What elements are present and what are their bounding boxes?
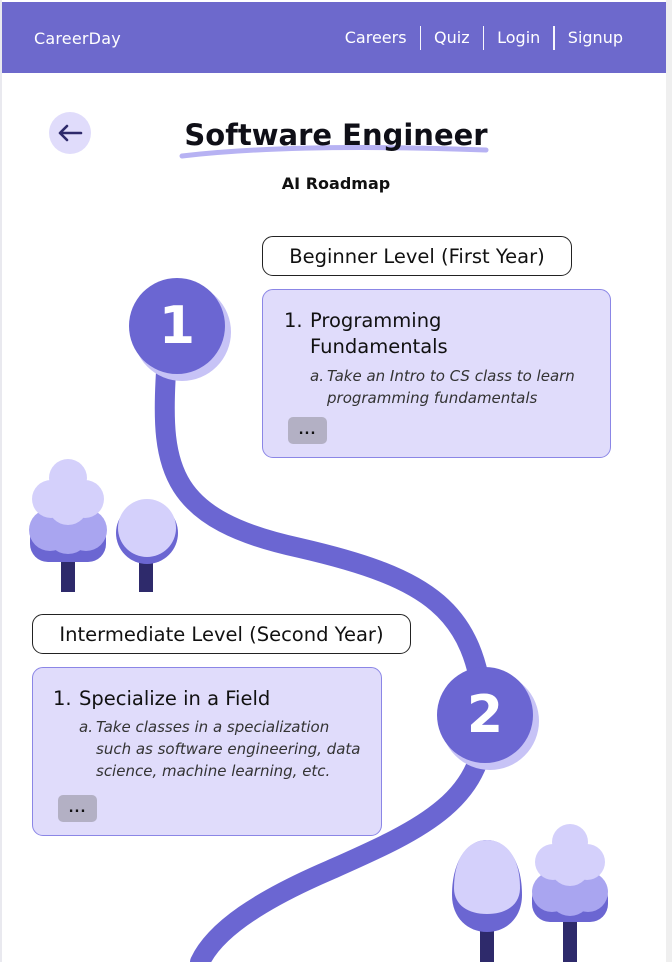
card-subitem: a. Take an Intro to CS class to learn pr… xyxy=(310,366,600,410)
step-2-circle xyxy=(437,667,533,763)
tree-oval-icon xyxy=(452,840,522,962)
item-title-line: Programming xyxy=(310,309,442,332)
level-2-label: Intermediate Level (Second Year) xyxy=(32,614,411,654)
step-1-circle xyxy=(129,278,225,374)
nav-divider xyxy=(419,26,422,50)
right-border xyxy=(666,0,672,962)
nav-divider xyxy=(553,26,555,50)
left-border xyxy=(0,0,2,962)
tree-round-icon xyxy=(116,499,178,592)
step-2-number: 2 xyxy=(466,685,504,745)
card-heading: 1. Specialize in a Field xyxy=(53,686,363,712)
tree-cloud-icon xyxy=(532,824,608,962)
item-number: 1. xyxy=(284,309,303,332)
nav-divider xyxy=(482,26,485,50)
tree-cloud-icon xyxy=(29,459,107,592)
nav-link-careers[interactable]: Careers xyxy=(344,28,407,47)
subitem-marker: a. xyxy=(79,718,93,736)
subitem-line: science, machine learning, etc. xyxy=(96,762,331,780)
page-subtitle: AI Roadmap xyxy=(281,174,391,193)
subitem-line: Take an Intro to CS class to learn xyxy=(327,367,575,385)
level-2-card: 1. Specialize in a Field a. Take classes… xyxy=(32,667,382,836)
nav-link-signup[interactable]: Signup xyxy=(567,28,623,47)
page-title: Software Engineer xyxy=(184,118,488,152)
level-1-card: 1. Programming Fundamentals a. Take an I… xyxy=(262,289,611,458)
arrow-left-icon xyxy=(58,124,83,142)
back-button[interactable] xyxy=(49,112,91,154)
subitem-line: Take classes in a specialization xyxy=(96,718,330,736)
card-subitem: a. Take classes in a specialization such… xyxy=(79,717,369,783)
step-1-number: 1 xyxy=(158,296,196,356)
more-button[interactable]: ... xyxy=(58,795,97,822)
nav-links: Careers Quiz Login Signup xyxy=(332,26,636,50)
nav-link-login[interactable]: Login xyxy=(497,28,541,47)
item-number: 1. xyxy=(53,687,72,710)
subitem-line: programming fundamentals xyxy=(327,389,538,407)
subitem-marker: a. xyxy=(310,367,324,385)
brand-logo-text[interactable]: CareerDay xyxy=(34,29,121,48)
subitem-line: such as software engineering, data xyxy=(96,740,361,758)
nav-link-quiz[interactable]: Quiz xyxy=(434,28,470,47)
item-title-line: Specialize in a Field xyxy=(79,687,271,710)
level-1-label: Beginner Level (First Year) xyxy=(262,236,572,276)
title-underline xyxy=(179,145,489,159)
more-button[interactable]: ... xyxy=(288,417,327,444)
item-title-line: Fundamentals xyxy=(310,335,448,358)
top-navbar: CareerDay Careers Quiz Login Signup xyxy=(2,2,666,73)
card-heading: 1. Programming Fundamentals xyxy=(284,308,584,360)
